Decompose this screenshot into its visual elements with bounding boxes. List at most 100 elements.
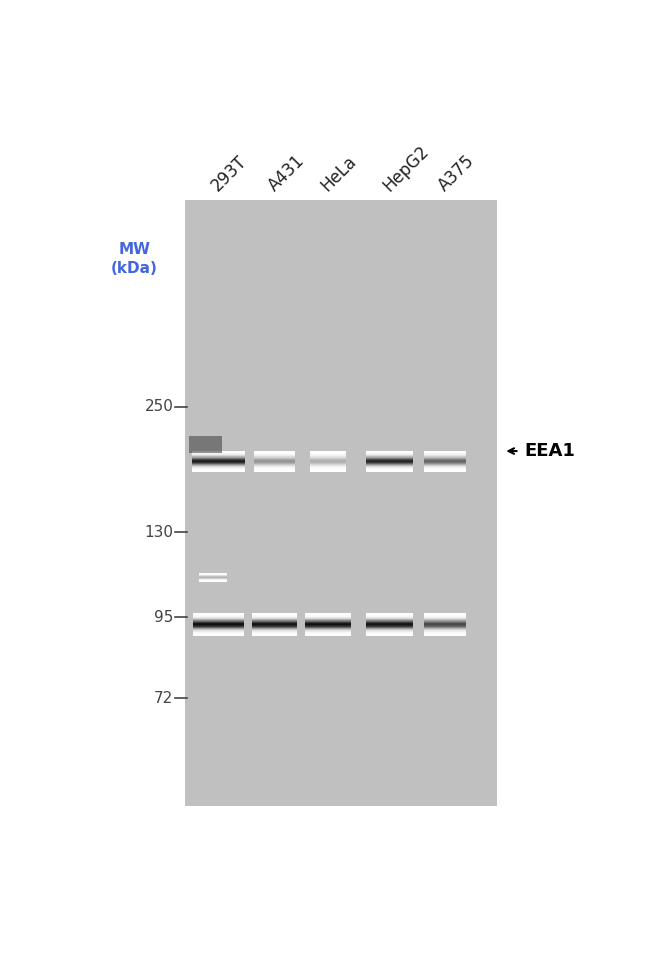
Bar: [252, 634, 297, 636]
Bar: [424, 455, 465, 456]
Bar: [310, 452, 346, 453]
Bar: [192, 632, 244, 633]
Bar: [192, 618, 244, 619]
Bar: [365, 635, 413, 636]
Bar: [424, 622, 465, 624]
Bar: [424, 627, 465, 628]
Bar: [192, 464, 244, 465]
Bar: [365, 471, 413, 472]
Bar: [365, 617, 413, 618]
Bar: [365, 627, 413, 628]
Bar: [310, 457, 346, 458]
Bar: [310, 462, 346, 463]
Bar: [310, 463, 346, 464]
Bar: [365, 632, 413, 633]
Bar: [424, 458, 465, 459]
Bar: [424, 469, 465, 471]
Text: A431: A431: [265, 152, 307, 195]
Bar: [254, 456, 295, 457]
Bar: [200, 574, 227, 575]
Bar: [424, 452, 465, 453]
Bar: [192, 452, 244, 453]
Bar: [192, 464, 244, 465]
Bar: [252, 633, 297, 634]
Bar: [252, 631, 297, 632]
Bar: [424, 625, 465, 627]
Bar: [254, 467, 295, 469]
Bar: [424, 456, 465, 457]
Bar: [365, 457, 413, 458]
Bar: [365, 461, 413, 463]
Bar: [424, 468, 465, 470]
Bar: [365, 451, 413, 452]
Bar: [192, 614, 244, 615]
Bar: [252, 615, 297, 617]
Bar: [424, 633, 465, 634]
Bar: [310, 456, 346, 457]
Bar: [306, 630, 351, 632]
Text: HepG2: HepG2: [380, 142, 432, 195]
Bar: [252, 632, 297, 633]
Bar: [424, 633, 465, 635]
Bar: [310, 454, 346, 455]
Bar: [192, 461, 244, 463]
Bar: [200, 579, 227, 580]
Bar: [424, 466, 465, 468]
Bar: [200, 577, 227, 578]
Bar: [252, 616, 297, 617]
Bar: [365, 468, 413, 470]
Bar: [424, 462, 465, 464]
Bar: [365, 614, 413, 615]
Bar: [252, 630, 297, 632]
Bar: [424, 456, 465, 457]
Bar: [254, 459, 295, 461]
Bar: [192, 462, 244, 463]
Bar: [192, 615, 244, 616]
Bar: [200, 578, 227, 579]
Bar: [365, 626, 413, 628]
Bar: [424, 627, 465, 629]
Bar: [306, 624, 351, 625]
Bar: [192, 460, 244, 462]
Bar: [306, 627, 351, 628]
Bar: [424, 458, 465, 459]
Bar: [254, 459, 295, 460]
Bar: [192, 613, 244, 615]
Bar: [306, 614, 351, 615]
Bar: [254, 471, 295, 472]
Bar: [192, 466, 244, 467]
Bar: [192, 621, 244, 622]
Bar: [310, 469, 346, 470]
Bar: [365, 465, 413, 466]
Bar: [252, 619, 297, 620]
Bar: [306, 613, 351, 615]
Bar: [306, 635, 351, 636]
Bar: [306, 622, 351, 623]
Bar: [365, 455, 413, 456]
Bar: [424, 615, 465, 617]
Bar: [365, 621, 413, 622]
Bar: [200, 575, 227, 576]
Text: 72: 72: [154, 690, 174, 706]
Bar: [306, 618, 351, 619]
Bar: [424, 453, 465, 455]
Bar: [424, 460, 465, 462]
Bar: [310, 467, 346, 469]
Bar: [310, 458, 346, 459]
Bar: [310, 452, 346, 453]
Bar: [200, 581, 227, 582]
Bar: [254, 455, 295, 456]
Bar: [192, 620, 244, 621]
Bar: [252, 623, 297, 625]
Bar: [192, 626, 244, 628]
Bar: [254, 462, 295, 464]
Bar: [424, 619, 465, 620]
Bar: [192, 465, 244, 466]
Bar: [192, 619, 244, 620]
Bar: [192, 634, 244, 636]
Bar: [192, 625, 244, 626]
Bar: [192, 469, 244, 471]
Bar: [365, 454, 413, 455]
Bar: [252, 630, 297, 631]
Bar: [200, 576, 227, 577]
